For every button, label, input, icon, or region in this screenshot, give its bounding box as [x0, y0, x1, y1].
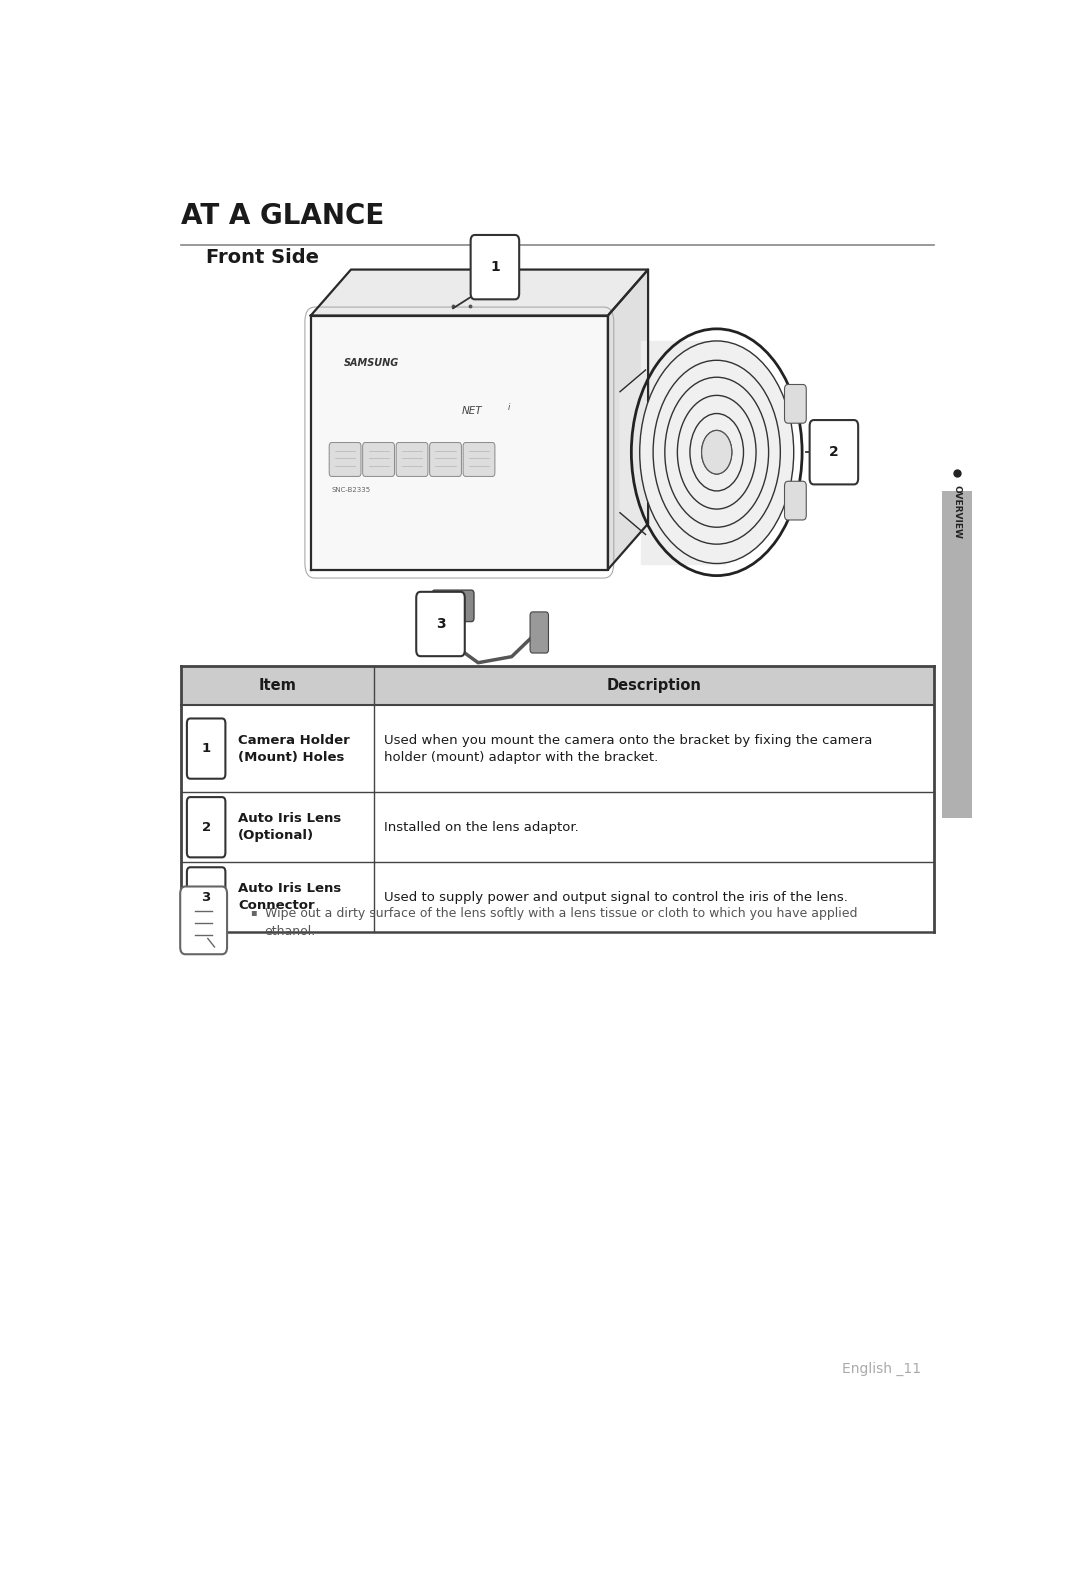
- FancyBboxPatch shape: [784, 481, 807, 520]
- Text: Camera Holder
(Mount) Holes: Camera Holder (Mount) Holes: [238, 734, 350, 764]
- Circle shape: [639, 341, 794, 564]
- FancyBboxPatch shape: [180, 886, 227, 954]
- Text: Item: Item: [258, 679, 296, 693]
- Text: Used to supply power and output signal to control the iris of the lens.: Used to supply power and output signal t…: [383, 891, 848, 903]
- Text: Description: Description: [607, 679, 701, 693]
- Text: OVERVIEW: OVERVIEW: [953, 485, 961, 539]
- Text: Used when you mount the camera onto the bracket by fixing the camera
holder (mou: Used when you mount the camera onto the …: [383, 734, 872, 764]
- FancyBboxPatch shape: [187, 796, 226, 858]
- FancyBboxPatch shape: [416, 592, 464, 657]
- Polygon shape: [311, 316, 608, 570]
- Bar: [181, 862, 934, 933]
- Text: 3: 3: [435, 617, 445, 632]
- Bar: [181, 792, 934, 862]
- Text: Wipe out a dirty surface of the lens softly with a lens tissue or cloth to which: Wipe out a dirty surface of the lens sof…: [265, 906, 858, 938]
- Text: SNC-B2335: SNC-B2335: [332, 487, 370, 493]
- FancyBboxPatch shape: [187, 867, 226, 927]
- Text: 2: 2: [202, 820, 211, 834]
- Text: NET: NET: [461, 407, 482, 416]
- Text: Auto Iris Lens
Connector: Auto Iris Lens Connector: [238, 883, 341, 913]
- FancyBboxPatch shape: [432, 591, 474, 622]
- FancyBboxPatch shape: [396, 443, 428, 476]
- Text: SAMSUNG: SAMSUNG: [345, 358, 400, 368]
- FancyBboxPatch shape: [530, 613, 549, 654]
- FancyBboxPatch shape: [363, 443, 394, 476]
- Text: 3: 3: [202, 891, 211, 903]
- Text: AT A GLANCE: AT A GLANCE: [181, 201, 384, 229]
- FancyBboxPatch shape: [463, 443, 495, 476]
- Bar: [181, 666, 934, 705]
- Text: Installed on the lens adaptor.: Installed on the lens adaptor.: [383, 820, 578, 834]
- Bar: [942, 490, 972, 817]
- Polygon shape: [608, 270, 648, 570]
- Text: 2: 2: [829, 445, 839, 459]
- Polygon shape: [642, 341, 725, 564]
- FancyBboxPatch shape: [187, 718, 226, 779]
- Text: 1: 1: [202, 742, 211, 756]
- Text: i: i: [508, 402, 510, 412]
- FancyBboxPatch shape: [430, 443, 461, 476]
- FancyBboxPatch shape: [471, 236, 519, 300]
- Text: Front Side: Front Side: [206, 248, 320, 267]
- Polygon shape: [311, 270, 648, 316]
- Polygon shape: [620, 371, 646, 534]
- Text: Auto Iris Lens
(Optional): Auto Iris Lens (Optional): [238, 812, 341, 842]
- FancyBboxPatch shape: [329, 443, 361, 476]
- FancyBboxPatch shape: [810, 419, 859, 484]
- Text: English _11: English _11: [842, 1362, 921, 1376]
- FancyBboxPatch shape: [784, 385, 807, 423]
- Text: ▪: ▪: [249, 906, 256, 917]
- Bar: [181, 705, 934, 792]
- Circle shape: [702, 430, 732, 474]
- Text: 1: 1: [490, 261, 500, 275]
